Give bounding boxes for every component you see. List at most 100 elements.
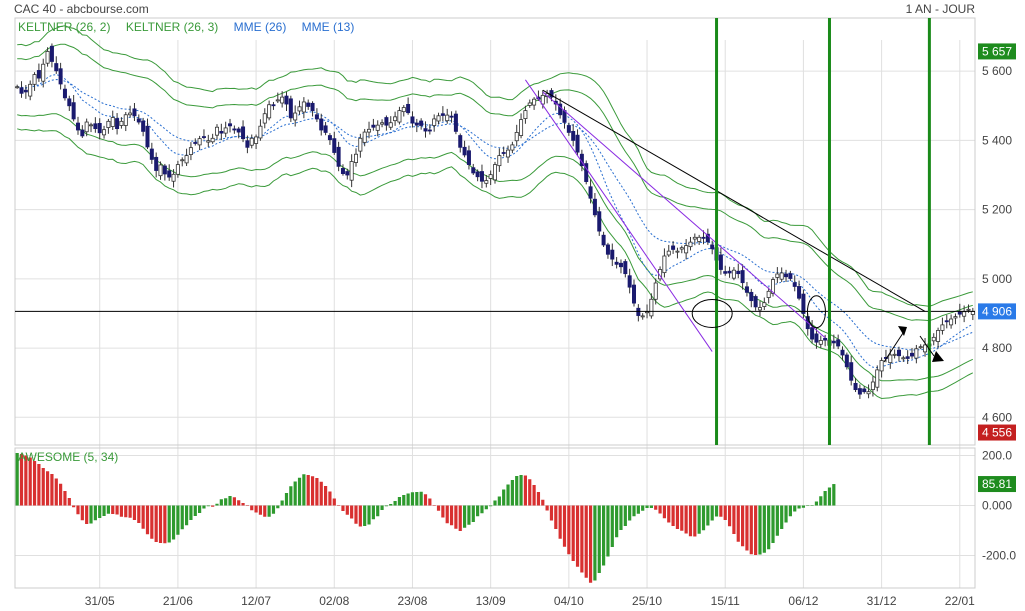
candle-body: [414, 122, 419, 126]
osc-bar: [184, 505, 189, 526]
candle-body: [349, 161, 354, 181]
candle-body: [241, 126, 246, 140]
osc-bar: [449, 505, 454, 526]
candle-body: [440, 113, 445, 116]
annotation-arrow: [919, 335, 935, 357]
osc-bar: [493, 500, 497, 506]
osc-bar: [671, 505, 675, 526]
osc-bar: [367, 505, 371, 525]
candle-body: [93, 123, 98, 130]
osc-bar: [736, 505, 740, 542]
candle-body: [679, 247, 684, 250]
osc-bar: [814, 501, 819, 506]
osc-bar: [549, 505, 554, 521]
x-tick-label: 25/10: [632, 594, 662, 608]
osc-bar: [50, 474, 54, 506]
candle-body: [271, 104, 276, 107]
y-tick-label: 5 000: [982, 272, 1012, 286]
osc-bar: [263, 505, 267, 517]
arrow-head: [898, 326, 907, 336]
osc-bar: [393, 501, 397, 506]
candle-body: [119, 120, 124, 126]
candle-body: [193, 142, 198, 144]
candle-body: [89, 124, 94, 127]
osc-bar: [302, 474, 306, 506]
candle-body: [519, 119, 524, 136]
osc-bar: [445, 505, 449, 524]
osc-bar: [389, 504, 393, 506]
y-tick-label: 5 600: [982, 64, 1012, 78]
osc-bar: [476, 505, 480, 517]
candle-body: [15, 86, 20, 89]
candle-body: [258, 125, 263, 139]
osc-bar: [72, 505, 76, 508]
candle-body: [653, 282, 658, 300]
candle-body: [662, 255, 667, 274]
candle-body: [792, 282, 797, 287]
osc-bar: [315, 478, 319, 506]
osc-bar: [641, 505, 645, 511]
osc-bar: [350, 505, 354, 519]
candle-body: [58, 68, 63, 85]
candle-body: [462, 146, 467, 156]
osc-bar: [98, 505, 102, 518]
osc-bar: [397, 497, 402, 506]
candle-body: [671, 245, 676, 250]
osc-bar: [823, 491, 827, 506]
osc-bar: [575, 505, 580, 567]
candle-body: [627, 275, 632, 288]
osc-bar: [601, 505, 606, 566]
osc-bar: [358, 505, 362, 527]
candle-body: [449, 115, 454, 118]
osc-bar: [215, 503, 219, 506]
candle-body: [149, 148, 154, 160]
candle-body: [571, 130, 576, 141]
osc-bar: [632, 505, 636, 517]
candle-body: [401, 107, 406, 113]
candle-body: [605, 244, 610, 255]
osc-bar: [519, 475, 523, 506]
x-tick-label: 15/11: [711, 594, 740, 608]
candle-body: [214, 126, 219, 136]
osc-bar: [714, 505, 719, 517]
osc-bar: [176, 505, 180, 535]
candle-body: [280, 96, 285, 104]
candle-body: [84, 121, 89, 133]
candle-body: [788, 273, 793, 279]
osc-bar: [323, 486, 328, 506]
osc-bar: [649, 505, 653, 508]
candle-body: [675, 250, 680, 253]
candles-layer: [15, 43, 975, 399]
indicator-legend: KELTNER (26, 2) KELTNER (26, 3) MME (26)…: [18, 20, 366, 34]
candle-body: [692, 236, 697, 240]
candle-body: [870, 381, 875, 391]
period-label[interactable]: 1 AN - JOUR: [905, 2, 975, 16]
osc-bar: [536, 492, 541, 506]
osc-bar: [567, 505, 571, 555]
trendline-purple-2: [542, 91, 826, 339]
chart-title: CAC 40 - abcbourse.com: [14, 2, 149, 16]
osc-bar: [758, 505, 762, 555]
osc-bar: [819, 496, 823, 506]
candle-body: [36, 70, 41, 79]
candle-body: [210, 137, 215, 143]
candle-body: [201, 136, 206, 138]
osc-bar: [406, 493, 410, 506]
osc-bar: [202, 505, 206, 509]
osc-bar: [193, 505, 197, 516]
candle-body: [614, 261, 619, 265]
candle-body: [102, 129, 107, 136]
candle-body: [110, 117, 115, 127]
osc-y-tick-label: 0.000: [982, 499, 1012, 513]
candle-body: [510, 144, 515, 151]
candle-body: [49, 45, 54, 62]
osc-bar: [267, 505, 271, 517]
osc-bar: [462, 505, 467, 528]
osc-bar: [532, 485, 536, 506]
osc-bar: [310, 476, 315, 506]
osc-bar: [723, 505, 727, 520]
keltner-upper-2: [17, 43, 973, 322]
candle-body: [966, 308, 971, 311]
osc-bar: [28, 457, 32, 506]
osc-bar: [706, 505, 710, 526]
